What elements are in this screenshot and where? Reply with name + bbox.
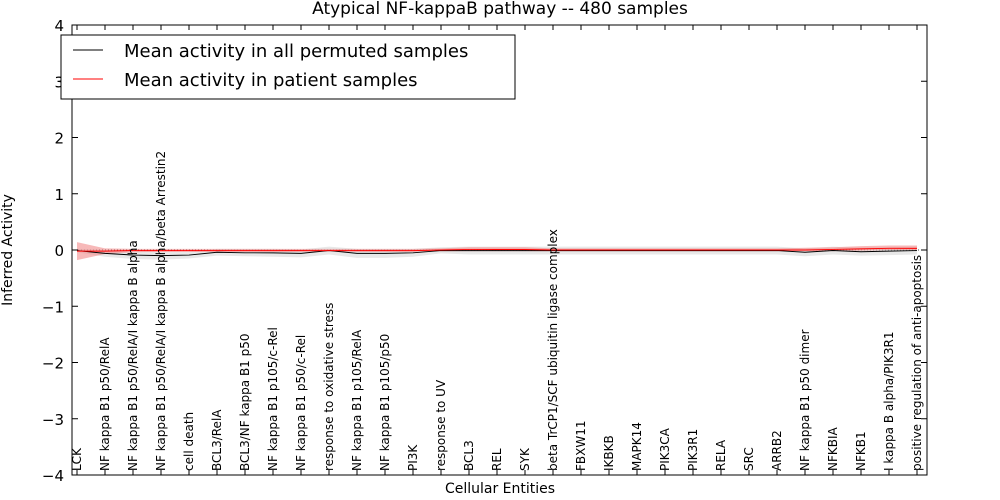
x-tick-label: SYK xyxy=(518,447,532,471)
x-tick-label: PIK3CA xyxy=(658,427,672,471)
x-tick-label: I kappa B alpha/PIK3R1 xyxy=(882,332,896,471)
legend-label-patient: Mean activity in patient samples xyxy=(124,70,418,91)
x-tick-label: BCL3/RelA xyxy=(210,409,224,471)
x-tick-label: NF kappa B1 p50 dimer xyxy=(798,329,812,471)
x-tick-label: REL xyxy=(490,448,504,471)
x-tick-label: NF kappa B1 p105/p50 xyxy=(378,334,392,471)
y-tick-label: −3 xyxy=(42,411,64,429)
x-tick-label: PI3K xyxy=(406,444,420,471)
y-tick-label: −4 xyxy=(42,467,64,485)
x-tick-label: positive regulation of anti-apoptosis xyxy=(910,255,924,471)
confidence-bands xyxy=(72,242,927,261)
x-tick-label: BCL3/NF kappa B1 p50 xyxy=(238,333,252,471)
x-tick-label: cell death xyxy=(182,412,196,471)
x-tick-label: response to oxidative stress xyxy=(322,303,336,471)
series-lines xyxy=(76,247,918,257)
x-tick-label: SRC xyxy=(742,447,756,471)
x-tick-label: beta TrCP1/SCF ubiquitin ligase complex xyxy=(546,229,560,471)
y-tick-label: 3 xyxy=(54,73,64,91)
x-tick-label: NFKBIA xyxy=(826,426,840,471)
series-line-0 xyxy=(76,250,918,257)
x-tick-label: response to UV xyxy=(434,379,448,471)
legend-label-permuted: Mean activity in all permuted samples xyxy=(124,41,468,62)
x-tick-label: PIK3R1 xyxy=(686,429,700,471)
x-tick-label: NF kappa B1 p50/RelA/I kappa B alpha/bet… xyxy=(154,151,168,471)
x-tick-label: NF kappa B1 p50/RelA/I kappa B alpha xyxy=(126,240,140,471)
legend-box xyxy=(60,34,516,100)
confidence-band-series-1 xyxy=(77,242,917,261)
y-tick-label: 1 xyxy=(54,186,64,204)
legend: Mean activity in all permuted samples Me… xyxy=(60,34,516,100)
series-line-1 xyxy=(77,247,917,252)
x-tick-label: NF kappa B1 p50/c-Rel xyxy=(294,335,308,471)
x-tick-label: LCK xyxy=(70,447,84,471)
x-tick-label: NFKB1 xyxy=(854,431,868,471)
x-axis-label: Cellular Entities xyxy=(445,481,555,497)
x-tick-label: NF kappa B1 p50/RelA xyxy=(98,337,112,471)
chart-title: Atypical NF-kappaB pathway -- 480 sample… xyxy=(312,0,688,19)
y-tick-label: 0 xyxy=(54,242,64,260)
x-tick-label: MAPK14 xyxy=(630,422,644,471)
x-tick-label: FBXW11 xyxy=(574,421,588,472)
y-axis-label: Inferred Activity xyxy=(0,194,16,306)
x-tick-label: NF kappa B1 p105/c-Rel xyxy=(266,327,280,471)
y-tick-label: 2 xyxy=(54,130,64,148)
x-tick-label: IKBKB xyxy=(602,435,616,471)
y-tick-label: −2 xyxy=(42,355,64,373)
x-axis: LCK NF kappa B1 p50/RelA NF kappa B1 p50/R… xyxy=(70,25,924,475)
x-tick-label: ARRB2 xyxy=(770,430,784,471)
x-tick-label: RELA xyxy=(714,439,728,471)
y-axis: −4 −3 −2 −1 0 1 2 3 4 xyxy=(42,17,927,485)
x-tick-label: NF kappa B1 p105/RelA xyxy=(350,329,364,471)
y-tick-label: −1 xyxy=(42,298,64,316)
x-tick-label: BCL3 xyxy=(462,440,476,471)
y-tick-label: 4 xyxy=(54,17,64,35)
